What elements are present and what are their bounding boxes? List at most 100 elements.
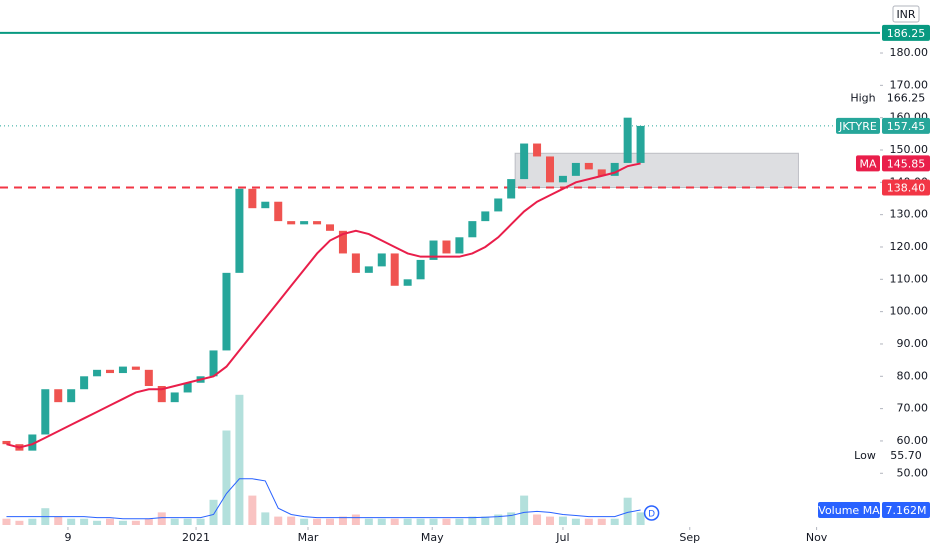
candle-body <box>558 175 567 183</box>
x-tick-label: May <box>421 531 444 544</box>
volume-bar <box>533 514 542 525</box>
support-label-box <box>882 179 930 196</box>
volume-bar <box>235 394 244 525</box>
low-label-box <box>882 446 930 463</box>
candle-body <box>468 221 477 238</box>
high-name-box <box>846 89 880 106</box>
volume-bar <box>507 512 516 525</box>
low-label: 55.70 <box>890 449 922 462</box>
candle-body <box>157 385 166 403</box>
x-tick-label: Sep <box>679 531 700 544</box>
candle-body <box>546 156 554 183</box>
y-tick-label: 120.00 <box>890 240 929 253</box>
candle-body <box>442 240 451 254</box>
symbol-label: JKTYRE <box>838 120 877 133</box>
candle-body <box>507 179 516 199</box>
candle-body <box>41 389 50 435</box>
volume-bar <box>106 518 114 525</box>
volume-bar <box>584 518 593 525</box>
candle-body <box>274 201 283 222</box>
volume-bar <box>481 516 490 525</box>
candle-body <box>326 224 334 231</box>
volume-bar <box>558 516 567 525</box>
candle-body <box>300 221 309 225</box>
candle-body <box>584 162 593 170</box>
volume-bar <box>351 514 360 525</box>
y-tick-label: 130.00 <box>890 208 929 221</box>
volume-bar <box>338 516 347 525</box>
volume-bar <box>377 518 386 525</box>
candle-body <box>106 369 114 374</box>
candle-body <box>520 143 529 180</box>
candle-body <box>571 162 580 176</box>
candle-body <box>118 366 127 374</box>
y-tick-label: 170.00 <box>890 78 929 91</box>
candle-body <box>222 272 231 351</box>
volume-bar <box>287 516 296 525</box>
volume-bar <box>80 518 89 525</box>
currency-label: INR <box>896 8 915 21</box>
volume-bar <box>170 518 179 525</box>
volume-bar <box>274 516 283 525</box>
volume-bar <box>131 520 140 525</box>
volume-bar <box>157 512 166 525</box>
candle-body <box>209 350 218 377</box>
volume-bar <box>416 518 425 525</box>
volume-bar <box>222 430 231 525</box>
volume-bar <box>390 518 399 525</box>
volume-bar <box>326 518 334 525</box>
volume-bar <box>144 518 153 525</box>
ma-name: MA <box>859 157 876 170</box>
volume-bar <box>546 516 554 525</box>
candle-body <box>80 376 89 390</box>
candle-body <box>54 389 63 403</box>
candle-body <box>597 169 606 176</box>
candle-body <box>403 279 412 286</box>
y-tick-label: 100.00 <box>890 305 929 318</box>
candle-body <box>351 253 360 273</box>
candle-body <box>481 211 490 222</box>
high-label: 166.25 <box>887 91 926 104</box>
ma-label: 145.85 <box>887 157 926 170</box>
currency-label-box <box>892 5 920 23</box>
y-tick-label: 60.00 <box>897 434 929 447</box>
candle-body <box>287 221 296 225</box>
y-tick-label: 110.00 <box>890 272 929 285</box>
candle-body <box>235 188 244 273</box>
volume-ma-label: 7.162M <box>886 504 927 517</box>
volume-bar <box>455 518 464 525</box>
low-name-box <box>850 446 880 463</box>
candle-body <box>455 237 464 254</box>
candle-body <box>416 259 425 280</box>
candle-body <box>93 369 102 377</box>
event-marker-label: D <box>648 510 655 520</box>
volume-ma-line <box>6 478 641 520</box>
y-tick-label: 150.00 <box>890 143 929 156</box>
low-name: Low <box>854 449 876 462</box>
candle-body <box>390 253 399 286</box>
last-price-label: 157.45 <box>887 120 926 133</box>
candle-body <box>313 221 322 225</box>
high-label-box <box>882 89 930 106</box>
candle-body <box>494 198 503 212</box>
y-tick-label: 50.00 <box>897 466 929 479</box>
ma-line <box>6 162 641 449</box>
candle-body <box>144 369 153 386</box>
ma-label-box <box>882 155 930 172</box>
candle-body <box>183 382 192 393</box>
volume-bar <box>261 512 270 525</box>
candle-body <box>533 143 542 157</box>
candle-body <box>338 230 347 254</box>
volume-bar <box>209 499 218 525</box>
support-label: 138.40 <box>887 182 926 195</box>
volume-bar <box>313 518 322 525</box>
y-tick-label: 90.00 <box>897 337 929 350</box>
candle-body <box>248 188 257 209</box>
volume-ma-name-box <box>818 502 880 518</box>
volume-bar <box>67 518 76 525</box>
volume-bar <box>54 516 63 525</box>
volume-bar <box>15 520 24 525</box>
candle-body <box>131 366 140 370</box>
candle-body <box>636 125 645 163</box>
